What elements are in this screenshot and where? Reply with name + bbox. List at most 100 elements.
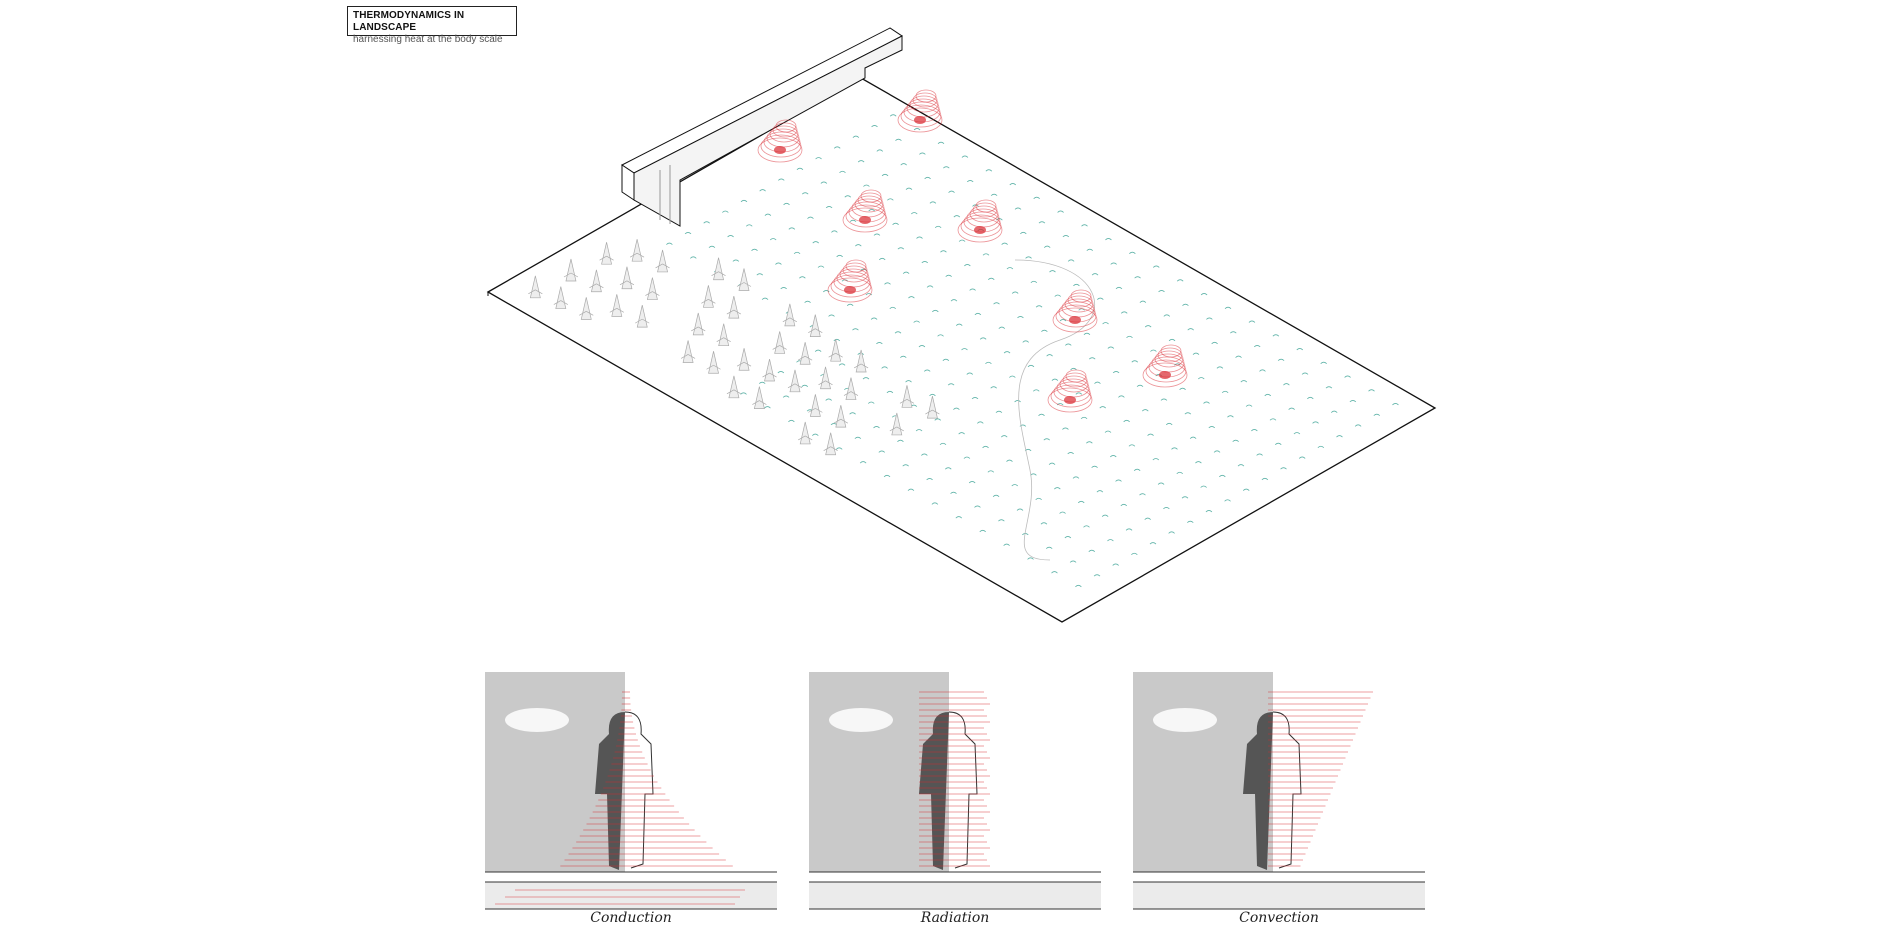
wind-mark bbox=[1048, 462, 1056, 465]
wind-mark bbox=[985, 169, 993, 172]
tree bbox=[716, 323, 731, 347]
wind-mark bbox=[722, 210, 729, 213]
wind-mark bbox=[929, 393, 936, 397]
wind-mark bbox=[910, 212, 918, 215]
wind-mark bbox=[1075, 584, 1082, 588]
heat-plume bbox=[1052, 289, 1098, 333]
wind-mark bbox=[777, 371, 785, 374]
wind-mark bbox=[971, 397, 979, 400]
wind-mark bbox=[1248, 320, 1256, 323]
wind-mark bbox=[974, 312, 982, 316]
wind-mark bbox=[1189, 436, 1197, 439]
tree bbox=[889, 412, 904, 436]
tree bbox=[925, 396, 940, 419]
wind-mark bbox=[1123, 419, 1130, 423]
wind-mark bbox=[1171, 447, 1178, 450]
wind-mark bbox=[764, 406, 771, 409]
ground-band bbox=[485, 882, 777, 909]
wind-mark bbox=[812, 241, 820, 244]
tree bbox=[589, 269, 604, 293]
wind-mark bbox=[913, 128, 921, 131]
wind-mark bbox=[886, 390, 894, 394]
wind-mark bbox=[939, 442, 947, 446]
wind-mark bbox=[974, 505, 981, 508]
wind-mark bbox=[958, 432, 965, 435]
tree bbox=[619, 266, 635, 290]
tree bbox=[828, 339, 843, 362]
tree bbox=[726, 375, 742, 399]
wind-mark bbox=[924, 176, 931, 180]
wind-mark bbox=[1107, 346, 1115, 349]
wind-mark bbox=[1054, 294, 1062, 297]
wind-mark bbox=[745, 224, 753, 227]
wind-mark bbox=[1062, 427, 1069, 430]
tree bbox=[579, 297, 594, 320]
tree bbox=[823, 432, 838, 456]
wind-mark bbox=[1158, 290, 1165, 293]
wind-mark bbox=[961, 348, 968, 351]
wind-mark bbox=[1001, 242, 1008, 245]
wind-mark bbox=[788, 227, 796, 230]
wind-mark bbox=[1086, 441, 1093, 444]
wind-mark bbox=[1019, 424, 1027, 427]
wind-mark bbox=[1011, 291, 1019, 294]
wind-mark bbox=[740, 199, 748, 203]
wind-mark bbox=[1261, 477, 1269, 481]
wind-mark bbox=[887, 198, 894, 201]
wind-mark bbox=[1104, 430, 1112, 433]
wind-mark bbox=[1182, 303, 1189, 306]
wind-mark bbox=[1392, 403, 1399, 406]
wind-mark bbox=[953, 215, 961, 218]
wind-mark bbox=[881, 366, 888, 369]
wind-mark bbox=[788, 419, 795, 423]
wind-mark bbox=[1035, 497, 1042, 501]
wind-mark bbox=[1344, 375, 1351, 378]
wind-mark bbox=[1336, 435, 1343, 438]
wind-mark bbox=[1112, 371, 1120, 374]
wind-mark bbox=[1307, 396, 1314, 400]
wind-mark bbox=[1115, 479, 1122, 482]
wind-mark bbox=[955, 516, 963, 519]
tree bbox=[706, 351, 721, 374]
wind-mark bbox=[1206, 317, 1213, 320]
wind-mark bbox=[905, 187, 913, 190]
wind-mark bbox=[1163, 314, 1171, 317]
wind-mark bbox=[1046, 354, 1053, 357]
wind-mark bbox=[902, 271, 910, 274]
wind-mark bbox=[1003, 351, 1011, 354]
wind-mark bbox=[982, 253, 990, 256]
wind-mark bbox=[1144, 325, 1152, 328]
heat-plume bbox=[757, 119, 803, 163]
wind-mark bbox=[948, 190, 955, 193]
wind-mark bbox=[892, 222, 899, 225]
tree bbox=[843, 377, 859, 400]
wind-mark bbox=[932, 309, 939, 313]
wind-mark bbox=[778, 178, 785, 181]
wind-mark bbox=[937, 141, 945, 144]
wind-mark bbox=[876, 149, 884, 152]
wind-mark bbox=[764, 213, 772, 216]
wind-mark bbox=[1368, 389, 1375, 392]
wind-mark bbox=[1101, 514, 1109, 517]
child-outline bbox=[624, 711, 654, 869]
wind-mark bbox=[758, 381, 766, 384]
wind-mark bbox=[1283, 383, 1290, 386]
wind-mark bbox=[1102, 322, 1109, 325]
wind-mark bbox=[944, 467, 952, 470]
tree bbox=[798, 421, 813, 445]
wind-mark bbox=[855, 244, 862, 247]
wind-mark bbox=[1014, 400, 1021, 403]
wind-mark bbox=[1192, 352, 1200, 355]
wind-mark bbox=[814, 349, 822, 352]
wind-mark bbox=[897, 439, 904, 442]
cloud bbox=[1153, 708, 1217, 732]
heat-plume bbox=[827, 259, 873, 303]
wind-mark bbox=[1325, 386, 1333, 389]
wind-mark bbox=[761, 297, 769, 300]
wind-mark bbox=[1091, 273, 1099, 276]
wind-mark bbox=[1072, 476, 1080, 479]
wind-mark bbox=[1112, 563, 1119, 566]
wind-mark bbox=[799, 276, 806, 279]
tree bbox=[736, 268, 752, 291]
wind-mark bbox=[868, 209, 875, 212]
